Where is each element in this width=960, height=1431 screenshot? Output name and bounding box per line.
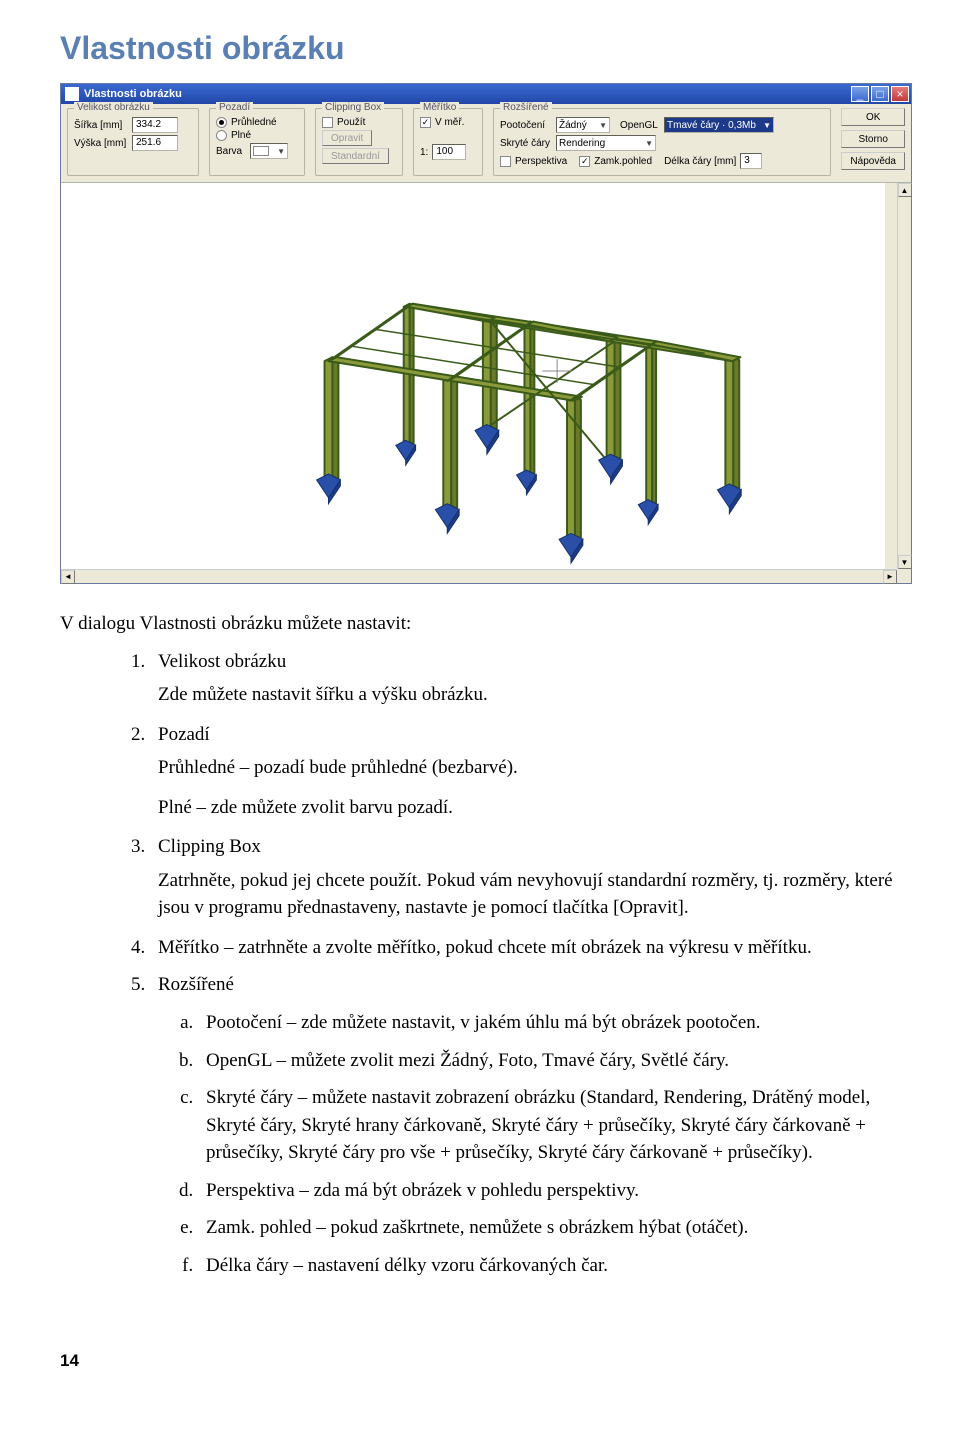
scale-label: 1: [420,147,428,158]
sub-b: OpenGL – můžete zvolit mezi Žádný, Foto,… [198,1047,900,1075]
pruhledne-label: Průhledné [231,117,277,128]
canvas[interactable] [61,183,899,583]
pootoceni-label: Pootočení [500,120,552,131]
sirka-input[interactable]: 334.2 [132,117,178,133]
group-pozadi-title: Pozadí [216,102,253,113]
body-text: V dialogu Vlastnosti obrázku můžete nast… [60,610,900,1374]
item-4-title: Měřítko – zatrhněte a zvolte měřítko, po… [158,937,812,958]
btn-standardni[interactable]: Standardní [322,148,389,164]
dialog-title: Vlastnosti obrázku [84,88,182,100]
chk-pouzit[interactable] [322,117,333,128]
delka-input[interactable]: 3 [740,153,762,169]
structure-svg [61,183,885,569]
item-4: Měřítko – zatrhněte a zvolte měřítko, po… [150,934,900,962]
group-rozsirene: Rozšířené Pootočení Žádný▼ OpenGL Tmavé … [493,108,831,176]
skryte-select[interactable]: Rendering▼ [556,135,656,151]
group-pozadi: Pozadí Průhledné Plné Barva ▼ [209,108,305,176]
group-velikost-title: Velikost obrázku [74,102,153,113]
group-meritko: Měřítko V měř. 1: 100 [413,108,483,176]
sub-d: Perspektiva – zda má být obrázek v pohle… [198,1177,900,1205]
barva-label: Barva [216,146,246,157]
scale-input[interactable]: 100 [432,144,466,160]
chk-vmer[interactable] [420,117,431,128]
page-title: Vlastnosti obrázku [60,30,900,67]
btn-storno[interactable]: Storno [841,130,905,148]
vyska-input[interactable]: 251.6 [132,135,178,151]
dialog-toolbar: Velikost obrázku Šířka [mm] 334.2 Výška … [61,104,911,183]
barva-swatch[interactable]: ▼ [250,143,288,159]
scroll-right-icon[interactable]: ► [883,570,897,584]
minimize-button[interactable]: _ [851,86,869,102]
skryte-value: Rendering [559,138,605,149]
vscrollbar[interactable]: ▲ ▼ [897,183,911,569]
sirka-label: Šířka [mm] [74,120,128,131]
maximize-button[interactable]: □ [871,86,889,102]
group-rozsirene-title: Rozšířené [500,102,552,113]
pootoceni-value: Žádný [559,120,587,131]
item-3-title: Clipping Box [158,833,900,861]
sub-f: Délka čáry – nastavení délky vzoru čárko… [198,1252,900,1280]
item-2-title: Pozadí [158,721,900,749]
zamk-label: Zamk.pohled [594,156,652,167]
item-3: Clipping Box Zatrhněte, pokud jej chcete… [150,833,900,922]
item-5-title: Rozšířené [158,971,900,999]
radio-pruhledne[interactable] [216,117,227,128]
item-5: Rozšířené Pootočení – zde můžete nastavi… [150,971,900,1279]
item-1-title: Velikost obrázku [158,648,900,676]
dialog-window: Vlastnosti obrázku _ □ × Velikost obrázk… [60,83,912,584]
opengl-label: OpenGL [620,120,660,131]
item-1-p1: Zde můžete nastavit šířku a výšku obrázk… [158,681,900,709]
scroll-left-icon[interactable]: ◄ [61,570,75,584]
scroll-up-icon[interactable]: ▲ [898,183,912,197]
vyska-label: Výška [mm] [74,138,128,149]
delka-label: Délka čáry [mm] [664,156,736,167]
group-velikost: Velikost obrázku Šířka [mm] 334.2 Výška … [67,108,199,176]
item-2-p2: Plné – zde můžete zvolit barvu pozadí. [158,794,900,822]
close-button[interactable]: × [891,86,909,102]
radio-plne[interactable] [216,130,227,141]
intro-text: V dialogu Vlastnosti obrázku můžete nast… [60,610,900,638]
item-2: Pozadí Průhledné – pozadí bude průhledné… [150,721,900,822]
skryte-label: Skryté čáry [500,138,552,149]
btn-ok[interactable]: OK [841,108,905,126]
pouzit-label: Použít [337,117,365,128]
dialog-titlebar: Vlastnosti obrázku _ □ × [61,84,911,104]
dialog-icon [65,87,79,101]
chk-perspektiva[interactable] [500,156,511,167]
btn-opravit[interactable]: Opravit [322,130,372,146]
opengl-select[interactable]: Tmavé čáry · 0,3Mb▼ [664,117,774,133]
base [317,474,341,504]
group-meritko-title: Měřítko [420,102,459,113]
scroll-down-icon[interactable]: ▼ [898,555,912,569]
item-2-p1: Průhledné – pozadí bude průhledné (bezba… [158,754,900,782]
group-clipping: Clipping Box Použít Opravit Standardní [315,108,403,176]
perspektiva-label: Perspektiva [515,156,567,167]
item-3-p1: Zatrhněte, pokud jej chcete použít. Poku… [158,867,900,922]
opengl-value: Tmavé čáry · 0,3Mb [667,120,756,131]
page-number: 14 [60,1349,900,1374]
chk-zamk[interactable] [579,156,590,167]
vmer-label: V měř. [435,117,464,128]
pootoceni-select[interactable]: Žádný▼ [556,117,610,133]
sub-list: Pootočení – zde můžete nastavit, v jakém… [158,1009,900,1279]
main-list: Velikost obrázku Zde můžete nastavit šíř… [60,648,900,1280]
dialog-btncol: OK Storno Nápověda [841,108,905,176]
btn-napoveda[interactable]: Nápověda [841,152,905,170]
sub-c: Skryté čáry – můžete nastavit zobrazení … [198,1084,900,1167]
hscrollbar[interactable]: ◄ ► [61,569,897,583]
canvas-wrap: ▲ ▼ ◄ ► [61,183,911,583]
plne-label: Plné [231,130,251,141]
group-clipping-title: Clipping Box [322,102,384,113]
sub-e: Zamk. pohled – pokud zaškrtnete, nemůžet… [198,1214,900,1242]
sub-a: Pootočení – zde můžete nastavit, v jakém… [198,1009,900,1037]
item-1: Velikost obrázku Zde můžete nastavit šíř… [150,648,900,709]
